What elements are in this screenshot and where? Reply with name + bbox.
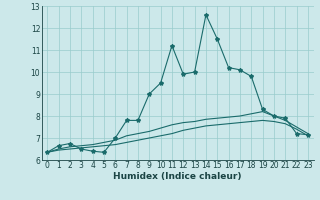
X-axis label: Humidex (Indice chaleur): Humidex (Indice chaleur) xyxy=(113,172,242,181)
